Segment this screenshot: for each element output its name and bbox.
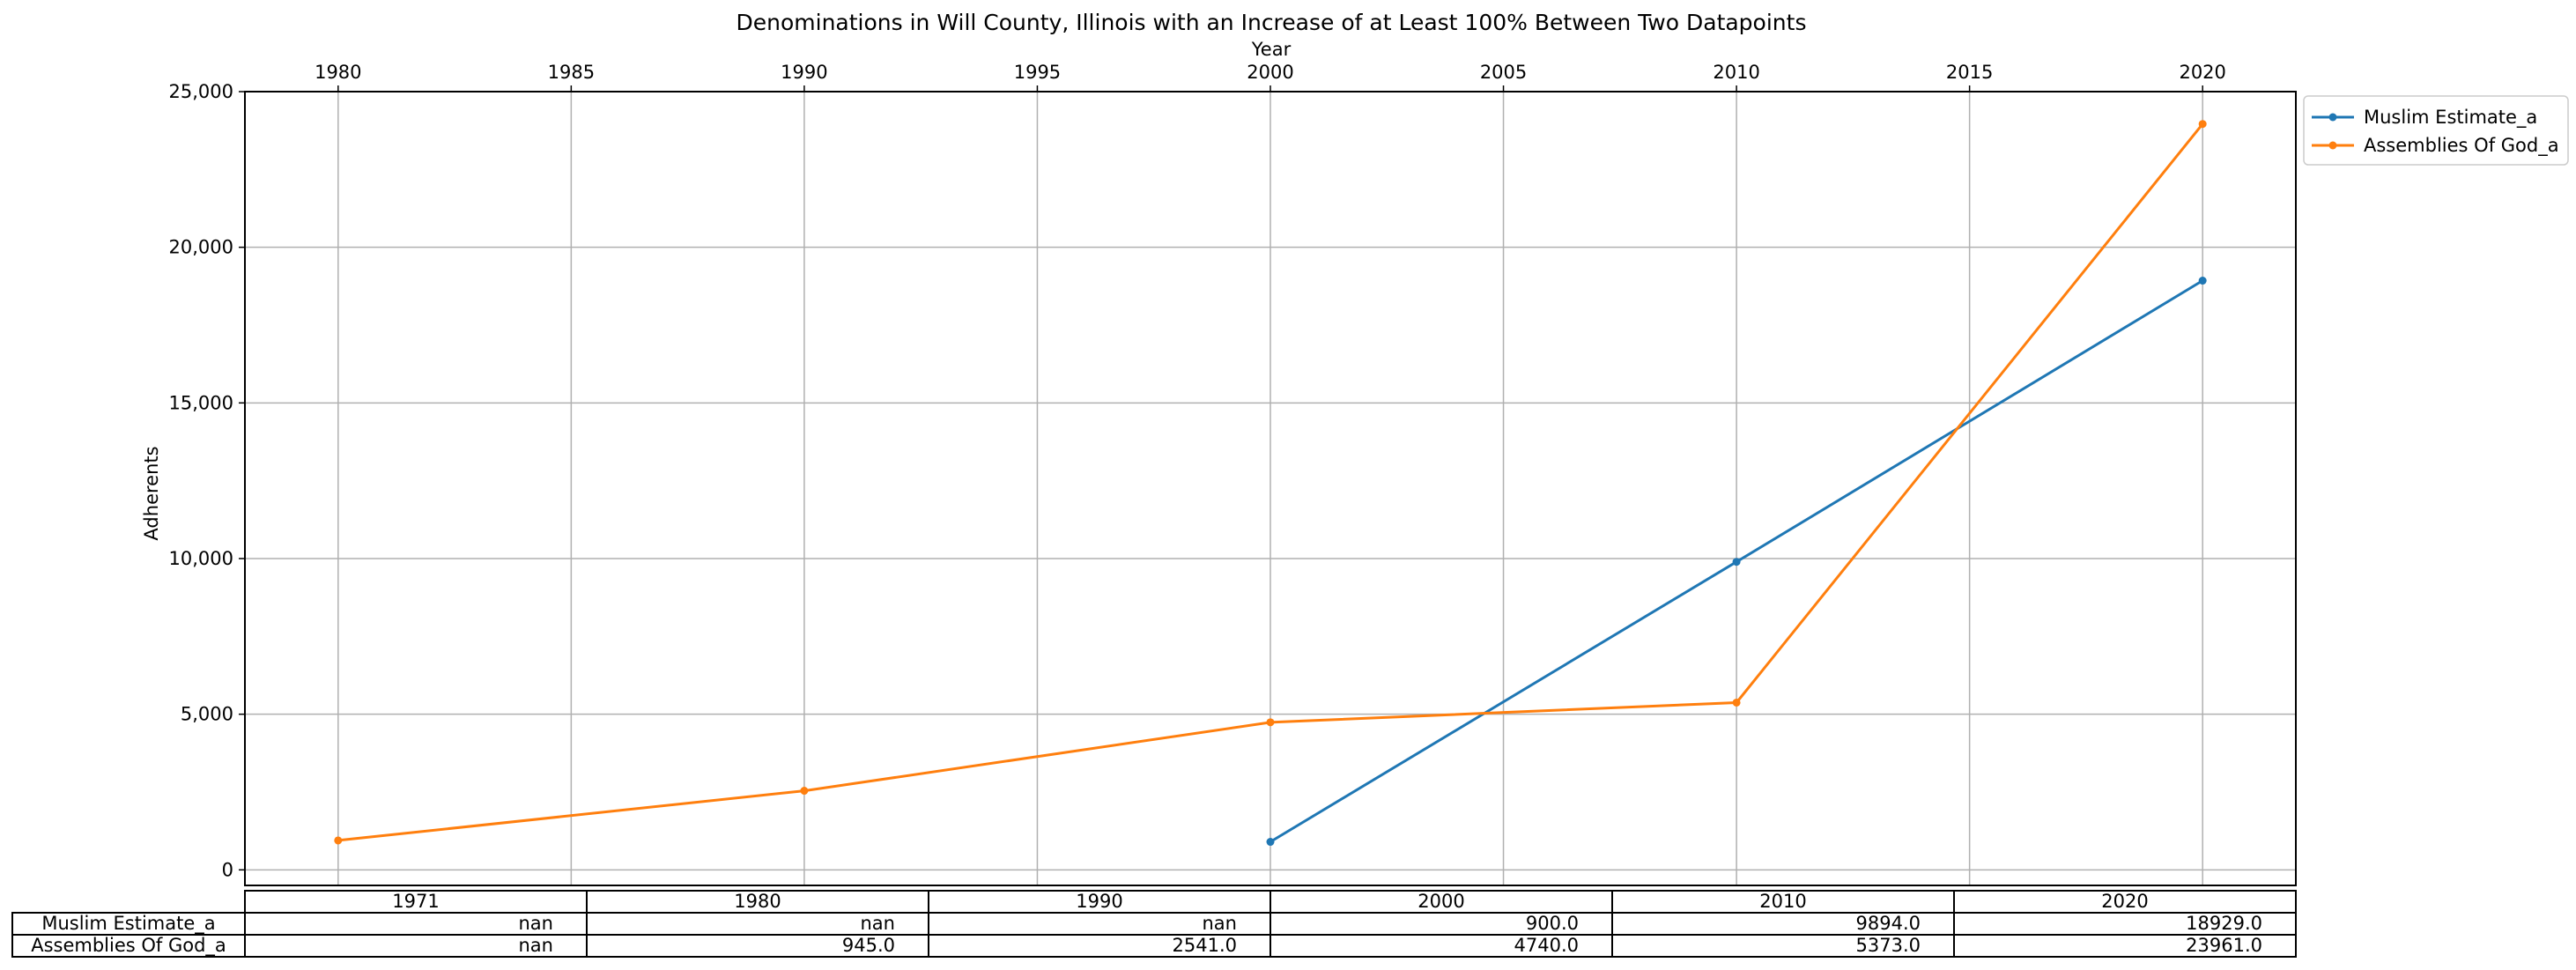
data-point bbox=[1732, 558, 1741, 566]
table-row: Assemblies Of God_a nan 945.0 2541.0 4740.0 5… bbox=[11, 934, 2297, 958]
data-point bbox=[334, 836, 343, 845]
series-layer bbox=[334, 120, 2207, 847]
data-point bbox=[1266, 838, 1275, 847]
table-cell: 18929.0 bbox=[2186, 913, 2262, 934]
data-point bbox=[2198, 277, 2207, 285]
table-column-header: 2010 bbox=[1759, 891, 1806, 912]
legend-marker bbox=[2328, 141, 2337, 150]
y-axis-label: Adherents bbox=[141, 446, 162, 540]
x-tick-label: 2005 bbox=[1480, 62, 1527, 83]
x-tick-label: 1990 bbox=[781, 62, 827, 83]
data-point bbox=[1732, 698, 1741, 707]
table-cell: 9894.0 bbox=[1856, 913, 1921, 934]
legend: Muslim Estimate_a Assemblies Of God_a bbox=[2303, 95, 2569, 166]
table-cell: nan bbox=[1203, 913, 1238, 934]
series-2 bbox=[334, 120, 2207, 845]
table-cell: 945.0 bbox=[842, 935, 895, 956]
x-tick-label: 2015 bbox=[1946, 62, 1993, 83]
legend-label: Muslim Estimate_a bbox=[2364, 107, 2537, 129]
data-point bbox=[1266, 718, 1275, 727]
legend-entry: Muslim Estimate_a bbox=[2312, 107, 2537, 129]
data-point bbox=[800, 787, 809, 796]
table-column-header: 2020 bbox=[2101, 891, 2148, 912]
y-tick-label: 5,000 bbox=[181, 704, 233, 725]
grid bbox=[245, 91, 2296, 885]
legend-marker bbox=[2328, 113, 2337, 122]
table-row-label: Assemblies Of God_a bbox=[31, 935, 226, 957]
x-tick-label: 1980 bbox=[315, 62, 361, 83]
legend-label: Assemblies Of God_a bbox=[2364, 135, 2559, 157]
table-cell: 2541.0 bbox=[1173, 935, 1237, 956]
table-cell: nan bbox=[519, 935, 554, 956]
y-tick-label: 10,000 bbox=[169, 548, 233, 569]
table-cell: 5373.0 bbox=[1856, 935, 1921, 956]
x-tick-label: 1985 bbox=[548, 62, 595, 83]
table-cell: 23961.0 bbox=[2186, 935, 2262, 956]
legend-box bbox=[2303, 95, 2569, 166]
y-axis: 0 5,000 10,000 15,000 20,000 25,000 bbox=[169, 81, 245, 880]
table-column-header: 1980 bbox=[734, 891, 781, 912]
x-axis-label: Year bbox=[1251, 39, 1292, 60]
table-column-header: 1971 bbox=[392, 891, 439, 912]
table-column-header: 2000 bbox=[1418, 891, 1464, 912]
table-cell: nan bbox=[519, 913, 554, 934]
x-tick-label: 2000 bbox=[1247, 62, 1293, 83]
series-1 bbox=[1266, 277, 2207, 847]
chart-title: Denominations in Will County, Illinois w… bbox=[737, 10, 1807, 35]
legend-entry: Assemblies Of God_a bbox=[2312, 135, 2559, 157]
data-point bbox=[2198, 120, 2207, 129]
y-tick-label: 25,000 bbox=[169, 81, 233, 102]
x-tick-label: 2020 bbox=[2179, 62, 2225, 83]
y-tick-label: 15,000 bbox=[169, 392, 233, 413]
x-tick-label: 1995 bbox=[1014, 62, 1061, 83]
table-row-box bbox=[11, 934, 2297, 958]
y-tick-label: 0 bbox=[222, 859, 233, 880]
y-tick-label: 20,000 bbox=[169, 237, 233, 258]
table-row: Muslim Estimate_a nan nan nan 900.0 9894.0 189… bbox=[11, 912, 2297, 936]
table-column-header: 1990 bbox=[1076, 891, 1122, 912]
table-cell: 900.0 bbox=[1526, 913, 1579, 934]
table-cell: nan bbox=[861, 913, 896, 934]
table-cell: 4740.0 bbox=[1514, 935, 1579, 956]
table-row-label: Muslim Estimate_a bbox=[41, 913, 215, 935]
x-axis: 1980 1985 1990 1995 2000 2005 2010 2015 2020 bbox=[315, 62, 2226, 92]
x-tick-label: 2010 bbox=[1713, 62, 1759, 83]
